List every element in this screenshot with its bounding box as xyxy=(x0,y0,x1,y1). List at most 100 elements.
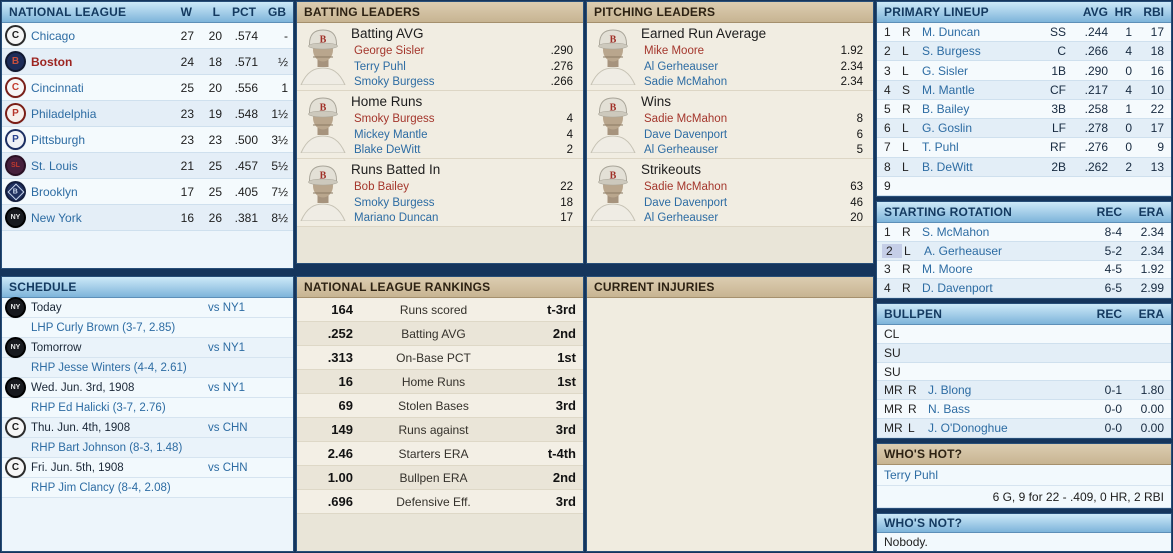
leader-player-name[interactable]: Dave Davenport xyxy=(644,128,728,141)
lineup-player-name[interactable]: B. Bailey xyxy=(922,101,970,116)
lineup-player-name[interactable]: M. Mantle xyxy=(922,82,975,97)
standings-row[interactable]: C Chicago 27 20 .574 - xyxy=(2,23,293,49)
leader-player-name[interactable]: Mike Moore xyxy=(644,44,705,57)
leader-player-name[interactable]: Smoky Burgess xyxy=(354,76,435,89)
lineup-row[interactable]: 1 R M. Duncan SS .244 1 17 xyxy=(877,23,1171,43)
bullpen-player-name[interactable]: J. O'Donoghue xyxy=(928,421,1008,436)
standings-team-name[interactable]: Cincinnati xyxy=(31,80,84,95)
standings-team-name[interactable]: Boston xyxy=(31,54,73,69)
leader-row[interactable]: Al Gerheauser 2.34 xyxy=(639,59,863,75)
leader-player-name[interactable]: Mickey Mantle xyxy=(354,128,428,141)
leader-row[interactable]: Mike Moore 1.92 xyxy=(639,43,863,59)
leader-row[interactable]: Terry Puhl .276 xyxy=(349,59,573,75)
leader-player-name[interactable]: Mariano Duncan xyxy=(354,212,439,225)
standings-row[interactable]: B Brooklyn 17 25 .405 7½ xyxy=(2,179,293,205)
leader-row[interactable]: Mickey Mantle 4 xyxy=(349,127,573,143)
standings-team-name[interactable]: St. Louis xyxy=(31,158,78,173)
rotation-player-name[interactable]: M. Moore xyxy=(922,262,973,277)
schedule-game-row[interactable]: C Thu. Jun. 4th, 1908 vs CHN xyxy=(2,418,293,438)
rotation-row[interactable]: 2 L A. Gerheauser 5-2 2.34 xyxy=(877,241,1171,261)
leader-row[interactable]: Sadie McMahon 63 xyxy=(639,179,863,195)
leader-player-name[interactable]: Sadie McMahon xyxy=(644,180,728,193)
standings-row[interactable]: SL St. Louis 21 25 .457 5½ xyxy=(2,153,293,179)
leader-row[interactable]: Dave Davenport 6 xyxy=(639,127,863,143)
leader-row[interactable]: Smoky Burgess .266 xyxy=(349,74,573,90)
schedule-probable-pitcher[interactable]: RHP Bart Johnson (8-3, 1.48) xyxy=(31,441,183,454)
whos-hot-player-row[interactable]: Terry Puhl xyxy=(877,464,1171,487)
bullpen-row[interactable]: SU xyxy=(877,343,1171,363)
leader-row[interactable]: Mariano Duncan 17 xyxy=(349,210,573,226)
schedule-pitcher-row[interactable]: RHP Jim Clancy (8-4, 2.08) xyxy=(2,478,293,498)
lineup-row[interactable]: 7 L T. Puhl RF .276 0 9 xyxy=(877,138,1171,158)
rotation-player-name[interactable]: S. McMahon xyxy=(922,224,990,239)
rotation-row[interactable]: 3 R M. Moore 4-5 1.92 xyxy=(877,260,1171,280)
leader-player-name[interactable]: Terry Puhl xyxy=(354,60,406,73)
leader-row[interactable]: Al Gerheauser 20 xyxy=(639,210,863,226)
leader-row[interactable]: Blake DeWitt 2 xyxy=(349,142,573,158)
lineup-row[interactable]: 9 xyxy=(877,176,1171,196)
leader-row[interactable]: Sadie McMahon 8 xyxy=(639,111,863,127)
lineup-player-name[interactable]: B. DeWitt xyxy=(922,159,973,174)
schedule-opponent[interactable]: vs NY1 xyxy=(208,301,246,314)
schedule-opponent[interactable]: vs CHN xyxy=(208,421,248,434)
lineup-player-name[interactable]: G. Goslin xyxy=(922,121,973,136)
bullpen-row[interactable]: MR R N. Bass 0-0 0.00 xyxy=(877,400,1171,420)
leader-player-name[interactable]: Smoky Burgess xyxy=(354,112,435,125)
standings-row[interactable]: NY New York 16 26 .381 8½ xyxy=(2,205,293,231)
leader-row[interactable]: Smoky Burgess 4 xyxy=(349,111,573,127)
lineup-row[interactable]: 8 L B. DeWitt 2B .262 2 13 xyxy=(877,157,1171,177)
schedule-game-row[interactable]: NY Wed. Jun. 3rd, 1908 vs NY1 xyxy=(2,378,293,398)
standings-team-name[interactable]: Brooklyn xyxy=(31,184,78,199)
leader-player-name[interactable]: Al Gerheauser xyxy=(644,60,719,73)
bullpen-row[interactable]: CL xyxy=(877,325,1171,344)
lineup-row[interactable]: 3 L G. Sisler 1B .290 0 16 xyxy=(877,61,1171,81)
lineup-row[interactable]: 5 R B. Bailey 3B .258 1 22 xyxy=(877,99,1171,120)
leader-player-name[interactable]: Dave Davenport xyxy=(644,196,728,209)
schedule-opponent[interactable]: vs CHN xyxy=(208,461,248,474)
rotation-player-name[interactable]: D. Davenport xyxy=(922,281,993,296)
schedule-probable-pitcher[interactable]: LHP Curly Brown (3-7, 2.85) xyxy=(31,321,176,334)
bullpen-row[interactable]: SU xyxy=(877,362,1171,382)
schedule-game-row[interactable]: C Fri. Jun. 5th, 1908 vs CHN xyxy=(2,458,293,478)
standings-team-name[interactable]: Philadelphia xyxy=(31,106,97,121)
standings-row[interactable]: P Philadelphia 23 19 .548 1½ xyxy=(2,101,293,127)
leader-row[interactable]: Sadie McMahon 2.34 xyxy=(639,74,863,90)
whos-hot-player-name[interactable]: Terry Puhl xyxy=(884,468,939,482)
schedule-pitcher-row[interactable]: LHP Curly Brown (3-7, 2.85) xyxy=(2,318,293,338)
bullpen-player-name[interactable]: J. Blong xyxy=(928,383,972,398)
schedule-pitcher-row[interactable]: RHP Bart Johnson (8-3, 1.48) xyxy=(2,438,293,458)
schedule-opponent[interactable]: vs NY1 xyxy=(208,381,246,394)
leader-player-name[interactable]: Smoky Burgess xyxy=(354,196,435,209)
rotation-row[interactable]: 4 R D. Davenport 6-5 2.99 xyxy=(877,279,1171,298)
lineup-player-name[interactable]: S. Burgess xyxy=(922,44,981,59)
lineup-row[interactable]: 6 L G. Goslin LF .278 0 17 xyxy=(877,119,1171,139)
standings-team-name[interactable]: Pittsburgh xyxy=(31,132,86,147)
standings-row[interactable]: C Cincinnati 25 20 .556 1 xyxy=(2,75,293,101)
leader-player-name[interactable]: Blake DeWitt xyxy=(354,144,421,157)
bullpen-player-name[interactable]: N. Bass xyxy=(928,402,971,417)
leader-player-name[interactable]: Sadie McMahon xyxy=(644,76,728,89)
bullpen-row[interactable]: MR R J. Blong 0-1 1.80 xyxy=(877,381,1171,401)
leader-row[interactable]: Dave Davenport 46 xyxy=(639,195,863,211)
lineup-player-name[interactable]: G. Sisler xyxy=(922,63,969,78)
leader-player-name[interactable]: Bob Bailey xyxy=(354,180,409,193)
schedule-pitcher-row[interactable]: RHP Jesse Winters (4-4, 2.61) xyxy=(2,358,293,378)
standings-row[interactable]: B Boston 24 18 .571 ½ xyxy=(2,49,293,75)
leader-player-name[interactable]: Sadie McMahon xyxy=(644,112,728,125)
lineup-player-name[interactable]: M. Duncan xyxy=(922,25,981,40)
schedule-game-row[interactable]: NY Today vs NY1 xyxy=(2,298,293,318)
leader-player-name[interactable]: Al Gerheauser xyxy=(644,144,719,157)
standings-team-name[interactable]: Chicago xyxy=(31,28,76,43)
bullpen-row[interactable]: MR L J. O'Donoghue 0-0 0.00 xyxy=(877,419,1171,438)
leader-row[interactable]: Al Gerheauser 5 xyxy=(639,142,863,158)
lineup-row[interactable]: 4 S M. Mantle CF .217 4 10 xyxy=(877,80,1171,100)
leader-row[interactable]: Bob Bailey 22 xyxy=(349,179,573,195)
lineup-player-name[interactable]: T. Puhl xyxy=(922,140,959,155)
leader-row[interactable]: George Sisler .290 xyxy=(349,43,573,59)
schedule-probable-pitcher[interactable]: RHP Jesse Winters (4-4, 2.61) xyxy=(31,361,187,374)
rotation-player-name[interactable]: A. Gerheauser xyxy=(924,243,1003,258)
leader-player-name[interactable]: George Sisler xyxy=(354,44,425,57)
schedule-pitcher-row[interactable]: RHP Ed Halicki (3-7, 2.76) xyxy=(2,398,293,418)
schedule-probable-pitcher[interactable]: RHP Ed Halicki (3-7, 2.76) xyxy=(31,401,166,414)
leader-player-name[interactable]: Al Gerheauser xyxy=(644,212,719,225)
